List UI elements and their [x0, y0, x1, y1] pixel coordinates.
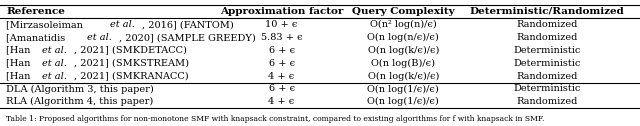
Text: Deterministic: Deterministic [513, 85, 581, 93]
Text: Randomized: Randomized [516, 20, 578, 29]
Text: 6 + ϵ: 6 + ϵ [269, 85, 294, 93]
Text: , 2021] (SMKRANACC): , 2021] (SMKRANACC) [74, 72, 189, 81]
Text: , 2021] (SMKDETACC): , 2021] (SMKDETACC) [74, 46, 187, 55]
Text: et al.: et al. [42, 59, 67, 68]
Text: Randomized: Randomized [516, 97, 578, 106]
Text: RLA (Algorithm 4, this paper): RLA (Algorithm 4, this paper) [6, 97, 154, 106]
Text: Table 1: Proposed algorithms for non-monotone SMF with knapsack constraint, comp: Table 1: Proposed algorithms for non-mon… [6, 116, 545, 123]
Text: Approximation factor: Approximation factor [220, 7, 343, 16]
Text: 5.83 + ϵ: 5.83 + ϵ [260, 33, 303, 42]
Text: O(n log(1/ϵ)/ϵ): O(n log(1/ϵ)/ϵ) [367, 84, 439, 93]
Text: [Mirzasoleiman: [Mirzasoleiman [6, 20, 86, 29]
Text: Reference: Reference [6, 7, 65, 16]
Text: O(n log(k/ϵ)/ϵ): O(n log(k/ϵ)/ϵ) [367, 46, 439, 55]
Text: [Han: [Han [6, 72, 34, 81]
Text: et al.: et al. [42, 72, 67, 81]
Text: O(n² log(n)/ϵ): O(n² log(n)/ϵ) [370, 20, 436, 29]
Text: 6 + ϵ: 6 + ϵ [269, 59, 294, 68]
Text: DLA (Algorithm 3, this paper): DLA (Algorithm 3, this paper) [6, 84, 154, 93]
Text: [Amanatidis: [Amanatidis [6, 33, 68, 42]
Text: et al.: et al. [87, 33, 112, 42]
Text: [Han: [Han [6, 59, 34, 68]
Text: 4 + ϵ: 4 + ϵ [268, 72, 295, 81]
Text: O(n log(k/ϵ)/ϵ): O(n log(k/ϵ)/ϵ) [367, 72, 439, 81]
Text: 10 + ϵ: 10 + ϵ [266, 20, 298, 29]
Text: 4 + ϵ: 4 + ϵ [268, 97, 295, 106]
Text: O(n log(1/ϵ)/ϵ): O(n log(1/ϵ)/ϵ) [367, 97, 439, 106]
Text: , 2020] (SAMPLE GREEDY): , 2020] (SAMPLE GREEDY) [119, 33, 256, 42]
Text: Randomized: Randomized [516, 33, 578, 42]
Text: Query Complexity: Query Complexity [352, 7, 454, 16]
Text: [Han: [Han [6, 46, 34, 55]
Text: Deterministic: Deterministic [513, 46, 581, 55]
Text: et al.: et al. [42, 46, 67, 55]
Text: O(n log(n/ϵ)/ϵ): O(n log(n/ϵ)/ϵ) [367, 33, 439, 42]
Text: Randomized: Randomized [516, 72, 578, 81]
Text: 6 + ϵ: 6 + ϵ [269, 46, 294, 55]
Text: Deterministic/Randomized: Deterministic/Randomized [470, 7, 625, 16]
Text: Deterministic: Deterministic [513, 59, 581, 68]
Text: , 2016] (FANTOM): , 2016] (FANTOM) [141, 20, 234, 29]
Text: , 2021] (SMKSTREAM): , 2021] (SMKSTREAM) [74, 59, 189, 68]
Text: O(n log(B)/ϵ): O(n log(B)/ϵ) [371, 59, 435, 68]
Text: et al.: et al. [109, 20, 134, 29]
